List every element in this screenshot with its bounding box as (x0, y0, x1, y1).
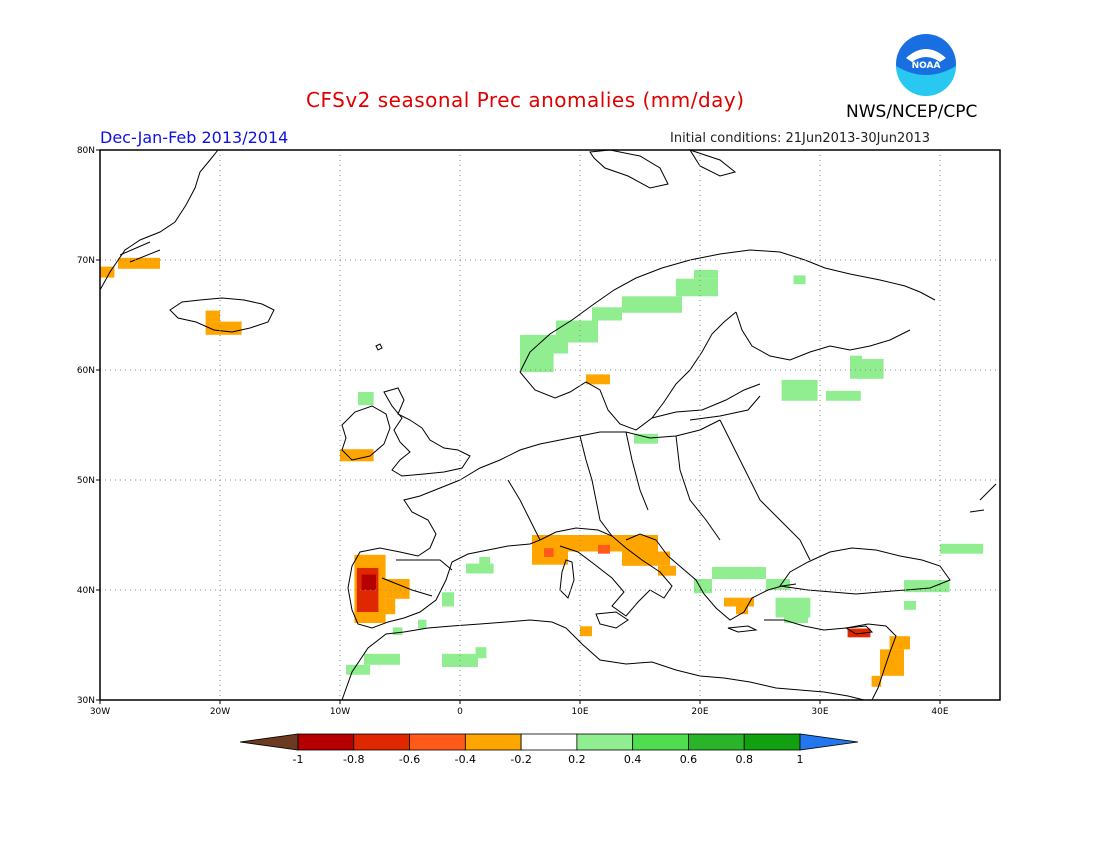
colorbar-swatch (353, 733, 410, 751)
anomaly-cell-0 (100, 266, 115, 278)
anomaly-cell-15 (475, 647, 487, 659)
lat-tick-label: 40N (77, 586, 95, 596)
anomaly-cell-19 (418, 619, 427, 629)
anomaly-cell-47 (622, 296, 682, 313)
colorbar-label: 1 (797, 753, 804, 766)
colorbar-label: -0.2 (510, 753, 531, 766)
anomaly-cell-7 (385, 579, 410, 599)
anomaly-cell-25 (658, 565, 676, 576)
colorbar-label: 0.8 (735, 753, 753, 766)
initial-conditions-label: Initial conditions: 21Jun2013-30Jun2013 (670, 131, 931, 146)
colorbar-high-arrow (799, 733, 859, 751)
anomaly-cell-17 (466, 563, 494, 574)
colorbar-swatch (688, 733, 745, 751)
colorbar-swatch (743, 733, 801, 751)
anomaly-cell-13 (364, 653, 400, 665)
map-background (100, 150, 1000, 700)
colorbar-swatch (297, 733, 355, 751)
anomaly-cell-50 (793, 275, 806, 285)
anomaly-cell-37 (784, 617, 808, 623)
anomaly-cell-5 (358, 392, 374, 406)
anomaly-cell-30 (889, 636, 910, 650)
anomaly-cell-49 (694, 269, 718, 279)
anomaly-cell-21 (532, 551, 568, 565)
colorbar-swatch (632, 733, 689, 751)
lon-tick-label: 10E (571, 707, 588, 717)
anomaly-cell-16 (442, 592, 454, 607)
anomaly-cell-34 (712, 566, 766, 579)
colorbar-label: -0.4 (455, 753, 476, 766)
anomaly-cell-32 (871, 675, 882, 687)
colorbar-label: -1 (293, 753, 304, 766)
anomaly-cell-54 (850, 355, 862, 364)
anomaly-cell-52 (826, 390, 861, 401)
lon-tick-label: 30E (811, 707, 828, 717)
lon-tick-label: 10W (330, 707, 350, 717)
colorbar-label: 0.2 (568, 753, 586, 766)
colorbar-low-arrow (239, 733, 299, 751)
anomaly-cell-23 (598, 544, 610, 554)
chart-title: CFSv2 seasonal Prec anomalies (mm/day) (306, 88, 745, 112)
lon-tick-label: 30W (90, 707, 110, 717)
map-axis-labels: 30W 20W 10W 0 10E 20E 30E 40E 30N 40N 50N 60N 70N 80N (77, 146, 949, 717)
anomaly-cell-48 (676, 278, 718, 297)
anomaly-cell-11 (392, 627, 403, 636)
lat-tick-label: 70N (77, 256, 95, 266)
anomaly-cell-51 (781, 379, 818, 401)
anomaly-cell-12 (346, 664, 370, 675)
colorbar: -1 -0.8 -0.6 -0.4 -0.2 0.2 0.4 0.6 0.8 1 (239, 733, 859, 766)
anomaly-cell-29 (847, 628, 871, 638)
anomaly-cell-33 (694, 579, 712, 594)
lon-tick-label: 20W (210, 707, 230, 717)
lon-tick-label: 40E (931, 707, 948, 717)
anomaly-cell-28 (736, 606, 748, 615)
noaa-logo: NOAA (896, 34, 956, 96)
lat-tick-label: 50N (77, 476, 95, 486)
lon-tick-label: 0 (457, 707, 463, 717)
anomaly-cell-22 (544, 548, 554, 557)
anomaly-cell-1 (118, 257, 160, 269)
map-gridlines (100, 150, 1000, 700)
anomaly-cell-3 (205, 310, 220, 322)
colorbar-swatch (520, 733, 578, 751)
anomaly-cell-24 (622, 551, 670, 566)
colorbar-label: 0.4 (624, 753, 642, 766)
anomaly-cell-40 (940, 543, 984, 554)
anomaly-cells (100, 257, 984, 687)
logo-text: NOAA (912, 61, 941, 71)
anomaly-cell-39 (904, 601, 916, 610)
coastlines (99, 149, 997, 701)
lon-tick-label: 20E (691, 707, 708, 717)
agency-label: NWS/NCEP/CPC (846, 102, 978, 122)
lat-tick-label: 30N (77, 696, 95, 706)
lat-tick-label: 60N (77, 366, 95, 376)
colorbar-swatch (409, 733, 466, 751)
anomaly-cell-35 (766, 579, 790, 590)
anomaly-cell-4 (340, 449, 374, 462)
anomaly-cell-42 (586, 374, 610, 385)
anomaly-cell-36 (775, 597, 811, 618)
colorbar-swatch (576, 733, 634, 751)
anomaly-cell-46 (592, 307, 622, 321)
anomaly-cell-41 (634, 433, 658, 444)
colorbar-label: 0.6 (680, 753, 698, 766)
colorbar-swatch (464, 733, 522, 751)
anomaly-cell-26 (580, 626, 592, 637)
anomaly-cell-27 (724, 597, 754, 607)
anomaly-cell-18 (479, 557, 490, 565)
lat-tick-label: 80N (77, 146, 95, 156)
colorbar-label: -0.8 (343, 753, 364, 766)
anomaly-cell-10 (361, 574, 376, 590)
anomaly-cell-8 (385, 598, 396, 615)
anomaly-cell-53 (850, 359, 884, 379)
colorbar-label: -0.6 (399, 753, 420, 766)
anomaly-cell-45 (556, 320, 598, 343)
map-frame (99, 149, 1001, 701)
period-label: Dec-Jan-Feb 2013/2014 (100, 128, 289, 147)
